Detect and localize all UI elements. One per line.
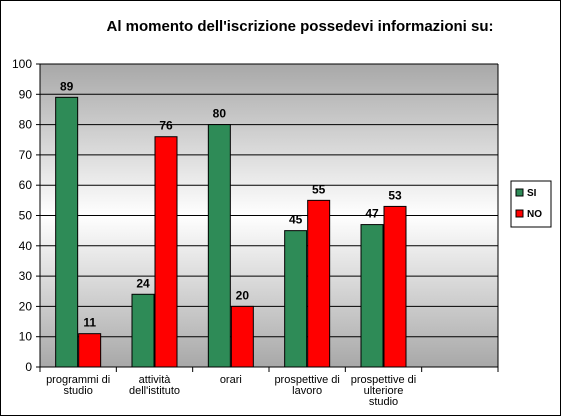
bars: 89 11 24 76 80 20 45 55 47 53 [55, 79, 407, 368]
bar-no [154, 136, 178, 368]
legend-label-si: SI [527, 188, 537, 199]
legend-swatch-no [515, 209, 524, 218]
y-tick-label: 70 [19, 148, 33, 162]
legend-swatch-si [515, 188, 524, 197]
bar-no [307, 199, 331, 368]
data-label: 24 [136, 276, 150, 290]
x-tick-label: programmi di [46, 374, 110, 386]
x-axis: programmi distudioattivitàdell'istitutoo… [39, 64, 499, 408]
chart-title: Al momento dell'iscrizione possedevi inf… [107, 18, 494, 35]
y-tick-label: 0 [25, 360, 32, 374]
bar-si [131, 293, 155, 368]
y-tick-label: 40 [19, 239, 33, 253]
x-tick-label: attività [139, 374, 172, 386]
bar-no [383, 205, 407, 368]
y-tick-label: 80 [19, 118, 33, 132]
data-label: 11 [83, 316, 96, 330]
data-label: 55 [312, 182, 326, 196]
x-tick-label: prospettive di [274, 374, 339, 386]
data-label: 53 [388, 188, 402, 202]
y-tick-label: 100 [12, 57, 32, 71]
x-tick-label: studio [63, 385, 92, 397]
legend-label-no: NO [527, 209, 542, 220]
y-tick-label: 20 [19, 299, 33, 313]
x-tick-label: ulteriore [364, 385, 404, 397]
data-label: 76 [159, 119, 173, 133]
bar-si [360, 224, 384, 368]
y-tick-label: 60 [19, 178, 33, 192]
y-tick-label: 90 [19, 87, 33, 101]
data-label: 47 [365, 207, 379, 221]
y-tick-label: 30 [19, 269, 33, 283]
y-axis: 0 10 20 30 40 50 60 70 80 90 100 [12, 57, 41, 374]
bar-no [78, 333, 102, 368]
x-tick-label: studio [369, 396, 398, 408]
data-label: 20 [236, 288, 250, 302]
bar-si [207, 124, 231, 368]
bar-si [284, 230, 308, 368]
x-tick-label: lavoro [292, 385, 322, 397]
bar-no [230, 305, 254, 368]
y-tick-label: 50 [19, 209, 33, 223]
y-tick-label: 10 [19, 330, 33, 344]
bar-si [55, 96, 79, 368]
x-tick-label: orari [220, 374, 242, 386]
legend: SI NO [510, 180, 552, 228]
data-label: 80 [213, 107, 227, 121]
gridlines [40, 63, 498, 368]
x-tick-label: prospettive di [351, 374, 416, 386]
x-tick-label: dell'istituto [129, 385, 180, 397]
data-label: 45 [289, 213, 303, 227]
data-label: 89 [60, 79, 74, 93]
